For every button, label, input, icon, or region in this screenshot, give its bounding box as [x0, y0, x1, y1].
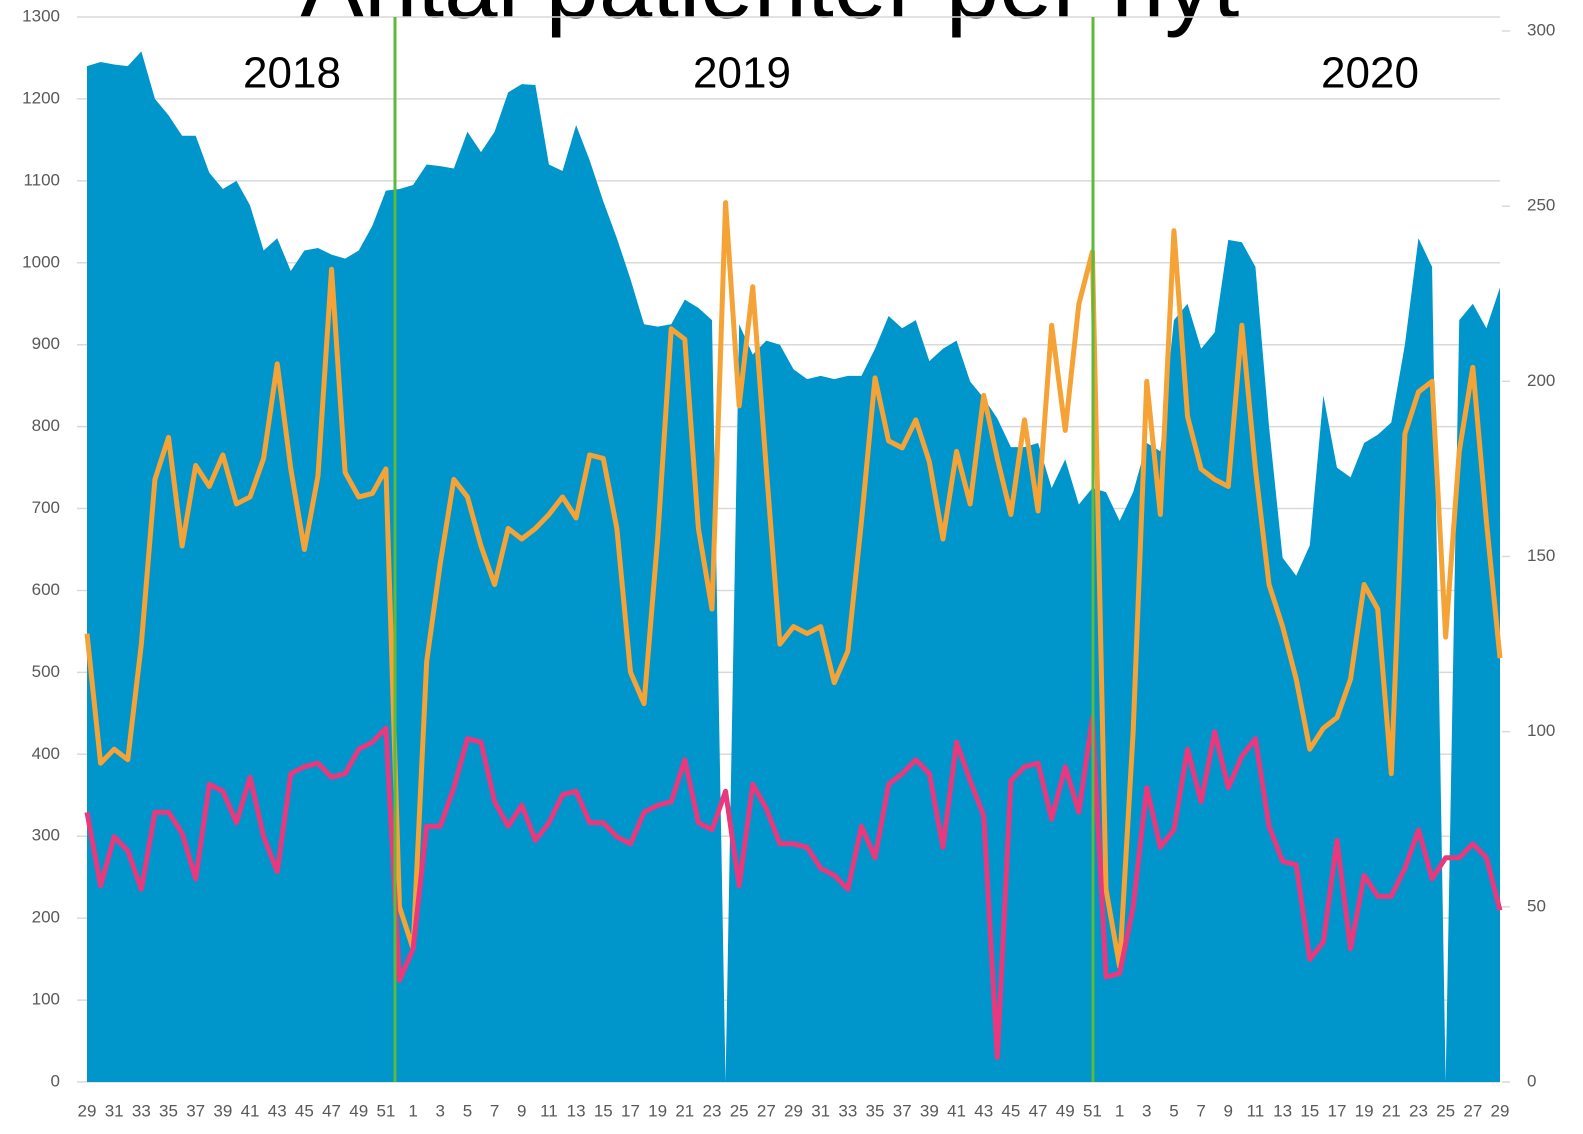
y-tick-label: 0 [51, 1071, 60, 1090]
x-tick-label: 11 [540, 1101, 558, 1120]
x-tick-label: 15 [594, 1101, 613, 1120]
x-tick-label: 13 [567, 1101, 586, 1120]
x-tick-label: 11 [1247, 1101, 1265, 1120]
x-tick-label: 47 [322, 1101, 341, 1120]
x-tick-label: 21 [1382, 1101, 1401, 1120]
x-tick-label: 9 [1224, 1101, 1233, 1120]
x-tick-label: 23 [1409, 1101, 1428, 1120]
x-tick-label: 39 [213, 1101, 232, 1120]
x-tick-label: 39 [920, 1101, 939, 1120]
x-tick-label: 33 [132, 1101, 151, 1120]
x-tick-label: 43 [974, 1101, 993, 1120]
x-tick-label: 35 [159, 1101, 178, 1120]
y-tick-label: 600 [32, 580, 60, 599]
x-tick-label: 47 [1029, 1101, 1048, 1120]
x-tick-label: 23 [703, 1101, 722, 1120]
y-tick-label: 300 [32, 826, 60, 845]
area [87, 51, 1500, 1082]
x-tick-label: 37 [186, 1101, 205, 1120]
x-tick-label: 7 [1196, 1101, 1205, 1120]
y-tick-label: 400 [32, 744, 60, 763]
y-tick-label: 100 [32, 990, 60, 1009]
x-tick-label: 5 [1169, 1101, 1178, 1120]
y2-tick-label: 0 [1527, 1071, 1536, 1090]
x-tick-label: 5 [463, 1101, 472, 1120]
x-tick-label: 31 [811, 1101, 830, 1120]
y2-tick-label: 200 [1527, 371, 1555, 390]
x-tick-label: 41 [947, 1101, 966, 1120]
x-tick-label: 51 [1083, 1101, 1102, 1120]
x-tick-label: 13 [1273, 1101, 1292, 1120]
y2-tick-label: 50 [1527, 896, 1546, 915]
x-tick-label: 19 [648, 1101, 667, 1120]
x-tick-label: 29 [784, 1101, 803, 1120]
year-label: 2018 [243, 49, 341, 98]
x-tick-label: 41 [241, 1101, 260, 1120]
y-tick-label: 900 [32, 334, 60, 353]
line [84, 200, 1503, 969]
x-tick-label: 37 [893, 1101, 912, 1120]
y-tick-label: 1300 [22, 6, 60, 25]
y-tick-label: 800 [32, 416, 60, 435]
x-tick-label: 35 [866, 1101, 885, 1120]
x-tick-label: 25 [730, 1101, 749, 1120]
y2-tick-label: 100 [1527, 721, 1555, 740]
x-tick-label: 17 [1328, 1101, 1347, 1120]
x-tick-label: 17 [621, 1101, 640, 1120]
x-tick-label: 27 [757, 1101, 776, 1120]
x-tick-label: 45 [1001, 1101, 1020, 1120]
x-tick-label: 25 [1436, 1101, 1455, 1120]
y2-tick-label: 150 [1527, 546, 1555, 565]
x-tick-label: 51 [376, 1101, 395, 1120]
year-label: 2019 [693, 49, 791, 98]
x-tick-label: 9 [517, 1101, 526, 1120]
x-tick-label: 19 [1355, 1101, 1374, 1120]
x-tick-label: 3 [436, 1101, 445, 1120]
y-tick-label: 1200 [22, 88, 60, 107]
y-tick-label: 700 [32, 498, 60, 517]
x-tick-label: 21 [675, 1101, 694, 1120]
line [84, 715, 1503, 1060]
y-tick-label: 200 [32, 908, 60, 927]
y-tick-label: 1100 [23, 170, 60, 189]
x-tick-label: 27 [1463, 1101, 1482, 1120]
chart-title: Antal patienter per nyt [300, 0, 1239, 38]
y-tick-label: 1000 [22, 252, 60, 271]
x-tick-label: 1 [1115, 1101, 1124, 1120]
plot [84, 51, 1503, 1082]
x-tick-label: 29 [1491, 1101, 1510, 1120]
x-tick-label: 31 [105, 1101, 124, 1120]
y2-tick-label: 250 [1527, 196, 1555, 215]
x-tick-label: 7 [490, 1101, 499, 1120]
x-tick-label: 45 [295, 1101, 314, 1120]
y-tick-label: 500 [32, 662, 60, 681]
x-tick-label: 43 [268, 1101, 287, 1120]
x-tick-label: 49 [349, 1101, 368, 1120]
year-label: 2020 [1321, 49, 1419, 98]
x-tick-label: 49 [1056, 1101, 1075, 1120]
x-tick-label: 1 [408, 1101, 417, 1120]
x-tick-label: 29 [78, 1101, 97, 1120]
x-tick-label: 3 [1142, 1101, 1151, 1120]
y2-tick-label: 300 [1527, 20, 1555, 39]
x-tick-label: 33 [838, 1101, 857, 1120]
x-tick-label: 15 [1300, 1101, 1319, 1120]
